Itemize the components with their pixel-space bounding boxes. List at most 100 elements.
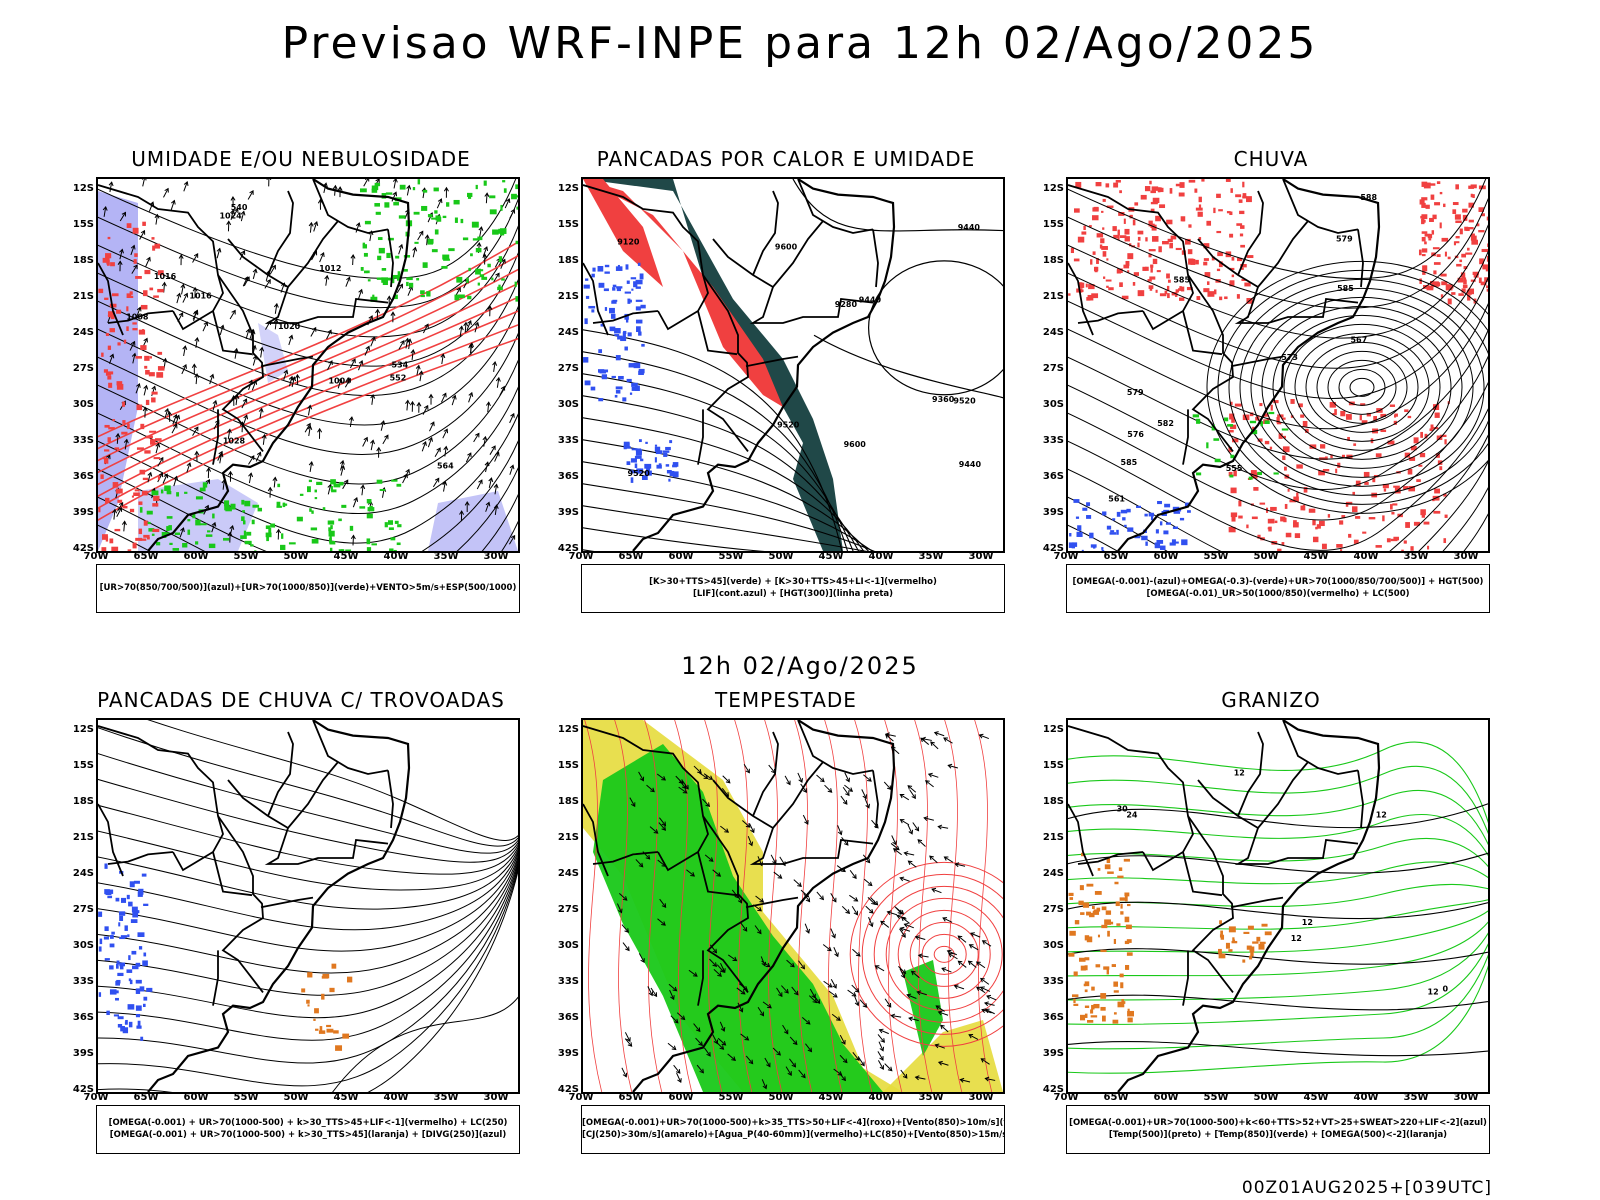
longitude-tick-label: 40W [383,1092,409,1103]
contour-label: 579 [1336,235,1353,244]
longitude-tick-label: 65W [1103,1092,1129,1103]
longitude-tick-label: 45W [1303,551,1329,562]
legend-box: [OMEGA(-0.001)+UR>70(1000-500)+k<60+TTS>… [1066,1105,1490,1154]
legend-box: [OMEGA(-0.001)-(azul)+OMEGA(-0.3)-(verde… [1066,564,1490,613]
longitude-tick-label: 35W [433,1092,459,1103]
page-title: Previsao WRF-INPE para 12h 02/Ago/2025 [281,18,1319,69]
latitude-tick-label: 18S [72,255,94,266]
longitude-tick-label: 60W [183,1092,209,1103]
latitude-tick-label: 39S [557,1048,579,1059]
contour-label: 1016 [154,272,177,281]
longitude-tick-label: 55W [1203,1092,1229,1103]
latitude-tick-label: 36S [72,471,94,482]
latitude-tick-label: 18S [1042,255,1064,266]
latitude-tick-label: 24S [1042,327,1064,338]
latitude-tick-label: 12S [72,183,94,194]
longitude-tick-label: 45W [333,1092,359,1103]
map-plot: 588 585 585 579 573 567 561 555 585 582 579 576 [1066,177,1490,553]
latitude-tick-label: 21S [1042,291,1064,302]
longitude-tick-label: 30W [968,551,994,562]
longitude-tick-label: 65W [618,1092,644,1103]
latitude-tick-label: 27S [72,363,94,374]
latitude-tick-label: 27S [1042,904,1064,915]
legend-box: [OMEGA(-0.001)+UR>70(1000-500)+k>35_TTS>… [581,1105,1005,1154]
contour-label: 9440 [958,223,981,232]
longitude-tick-label: 40W [868,551,894,562]
longitude-tick-label: 50W [768,551,794,562]
map-graphic [583,720,1003,1092]
latitude-tick-label: 33S [557,435,579,446]
latitude-tick-label: 27S [557,904,579,915]
longitude-tick-label: 55W [718,551,744,562]
latitude-tick-label: 27S [557,363,579,374]
contour-label: 1016 [189,292,212,301]
latitude-tick-label: 15S [1042,760,1064,771]
longitude-tick-label: 35W [918,551,944,562]
contour-label: 579 [1127,388,1144,397]
run-time-label: 00Z01AUG2025+[039UTC] [1241,1178,1492,1198]
panel-title: PANCADAS POR CALOR E UMIDADE [596,147,976,171]
map-plot: 1016 1016 1020 1024 1028 1012 1008 1004 564 552 54… [96,177,520,553]
latitude-tick-label: 36S [1042,471,1064,482]
contour-label: 534 [392,360,409,369]
longitude-tick-label: 30W [968,1092,994,1103]
panel-granizo: GRANIZO 12S 15S 18S 21S 24S 27S 30S 33S 36S 39S 42S… [1036,688,1496,1188]
longitude-tick-label: 60W [668,1092,694,1103]
contour-label: 12 [1302,918,1313,927]
latitude-tick-label: 39S [72,507,94,518]
latitude-tick-label: 36S [1042,1012,1064,1023]
latitude-tick-label: 30S [72,399,94,410]
latitude-tick-label: 12S [557,183,579,194]
panel-title: UMIDADE E/OU NEBULOSIDADE [131,147,471,171]
contour-label: 585 [1173,276,1190,285]
map-plot [581,718,1005,1094]
panel-umidade: UMIDADE E/OU NEBULOSIDADE 12S 15S 18S 21S 24S… [66,147,526,647]
longitude-tick-label: 40W [1353,1092,1379,1103]
longitude-tick-label: 50W [768,1092,794,1103]
latitude-tick-label: 27S [1042,363,1064,374]
panel-title: GRANIZO [1221,688,1321,712]
contour-label: 567 [1350,336,1367,345]
longitude-tick-label: 70W [83,551,109,562]
latitude-tick-label: 21S [1042,832,1064,843]
legend-line: [OMEGA(-0.01)_UR>50(1000/850)(vermelho) … [1146,589,1410,599]
contour-label: 585 [1337,284,1354,293]
contour-label: 1028 [223,437,246,446]
latitude-tick-label: 39S [72,1048,94,1059]
longitude-tick-label: 55W [233,1092,259,1103]
longitude-tick-label: 65W [133,551,159,562]
map-graphic: 9600 9600 9520 9440 9360 9280 9120 9520 9440 9520… [583,179,1003,551]
panel-chuva: CHUVA 12S 15S 18S 21S 24S 27S 30S 33S 36S 39S 42S 70… [1036,147,1496,647]
longitude-tick-label: 65W [1103,551,1129,562]
longitude-tick-label: 40W [383,551,409,562]
panel-title: TEMPESTADE [715,688,857,712]
latitude-tick-label: 39S [557,507,579,518]
longitude-tick-label: 30W [483,551,509,562]
contour-label: 12 [1234,768,1245,777]
contour-label: 9520 [777,420,800,429]
legend-line: [K>30+TTS>45](verde) + [K>30+TTS>45+LI<-… [649,577,937,587]
map-plot [96,718,520,1094]
latitude-tick-label: 33S [1042,976,1064,987]
longitude-tick-label: 70W [83,1092,109,1103]
panel-title: PANCADAS DE CHUVA C/ TROVOADAS [97,688,505,712]
longitude-tick-label: 35W [433,551,459,562]
latitude-tick-label: 24S [72,327,94,338]
longitude-tick-label: 45W [818,551,844,562]
contour-label: 540 [231,203,248,212]
longitude-tick-label: 60W [1153,1092,1179,1103]
contour-label: 9600 [844,440,867,449]
longitude-tick-label: 45W [1303,1092,1329,1103]
panel-tempestade: TEMPESTADE 12S 15S 18S 21S 24S 27S 30S 33S 36S 39S… [551,688,1011,1188]
longitude-tick-label: 40W [868,1092,894,1103]
latitude-tick-label: 30S [72,940,94,951]
longitude-tick-label: 55W [233,551,259,562]
latitude-tick-label: 12S [1042,724,1064,735]
latitude-tick-label: 24S [557,868,579,879]
longitude-tick-label: 45W [818,1092,844,1103]
latitude-tick-label: 18S [557,796,579,807]
contour-label: 9520 [628,469,651,478]
latitude-tick-label: 33S [72,976,94,987]
panel-pancadas-calor: PANCADAS POR CALOR E UMIDADE 12S 15S 18S 21S… [551,147,1011,647]
